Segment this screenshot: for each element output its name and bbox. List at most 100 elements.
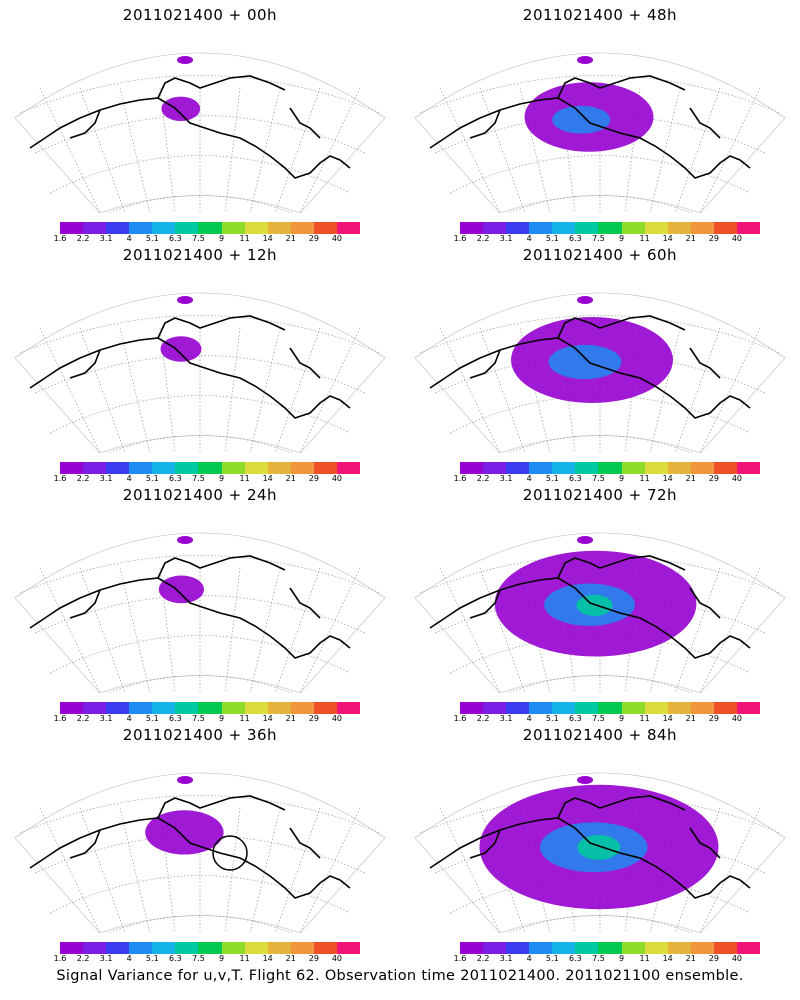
colorbar-swatch <box>483 702 507 714</box>
colorbar-labels: 1.6 2.2 3.1 4 5.1 6.3 7.5 9 11 14 21 29 40 <box>454 474 760 484</box>
colorbar <box>60 462 361 474</box>
colorbar-swatch <box>736 462 761 474</box>
variance-core <box>548 344 622 380</box>
colorbar-swatch <box>313 462 337 474</box>
colorbar-swatch <box>529 942 553 954</box>
colorbar-tick-label: 4 <box>526 714 532 723</box>
map-panel: 2011021400 + 60h 1.6 2.2 3.1 4 5.1 6.3 7.5 9 11 14… <box>400 240 800 483</box>
panel-title: 2011021400 + 24h <box>122 486 278 504</box>
colorbar-swatch <box>313 222 337 234</box>
colorbar-swatch <box>106 942 130 954</box>
coastline <box>29 315 351 419</box>
colorbar-tick-label: 14 <box>662 474 673 483</box>
colorbar-tick-label: 3.1 <box>499 714 513 723</box>
latitude-line <box>449 155 751 194</box>
colorbar-tick-label: 29 <box>308 474 319 483</box>
colorbar-tick-label: 9 <box>618 474 625 483</box>
colorbar-tick-label: 2.2 <box>476 474 490 483</box>
colorbar-tick-label: 11 <box>239 234 250 243</box>
longitude-line <box>39 567 101 693</box>
map-outline <box>414 52 786 213</box>
colorbar-tick-label: 40 <box>731 714 743 723</box>
colorbar-tick-label: 9 <box>218 474 225 483</box>
colorbar-tick-label: 5.1 <box>145 234 159 243</box>
panel-title: 2011021400 + 36h <box>122 726 278 744</box>
polar-map <box>414 52 786 213</box>
colorbar-tick-label: 29 <box>308 714 319 723</box>
colorbar-swatch <box>244 702 268 714</box>
latitude-line <box>449 395 751 434</box>
colorbar-swatch <box>175 942 199 954</box>
colorbar-swatch <box>713 942 737 954</box>
longitude-line <box>699 327 761 453</box>
longitude-line <box>299 327 361 453</box>
colorbar-swatch <box>667 702 691 714</box>
colorbar-swatch <box>198 702 222 714</box>
colorbar-tick-label: 40 <box>331 474 343 483</box>
colorbar-tick-label: 7.5 <box>592 234 605 243</box>
colorbar-tick-label: 6.3 <box>169 474 182 483</box>
latitude-line <box>449 635 751 674</box>
colorbar-tick-label: 11 <box>639 714 650 723</box>
colorbar-swatch <box>460 222 484 234</box>
colorbar-swatch <box>221 702 245 714</box>
colorbar-tick-label: 14 <box>262 954 273 963</box>
longitude-line <box>439 807 501 933</box>
colorbar-swatch <box>60 462 84 474</box>
colorbar-swatch <box>598 462 622 474</box>
colorbar-swatch <box>83 222 107 234</box>
longitude-line <box>79 327 126 453</box>
variance-spot <box>177 776 193 784</box>
colorbar-swatch <box>60 942 84 954</box>
colorbar-swatch <box>552 702 576 714</box>
colorbar-tick-label: 3.1 <box>499 954 513 963</box>
colorbar-tick-label: 21 <box>285 474 296 483</box>
colorbar-tick-label: 3.1 <box>99 234 113 243</box>
colorbar-swatch <box>336 462 361 474</box>
colorbar-tick-label: 2.2 <box>76 234 90 243</box>
latitude-line <box>19 795 381 834</box>
map-outline <box>414 772 786 933</box>
colorbar-tick-label: 40 <box>731 954 743 963</box>
colorbar-tick-label: 21 <box>285 714 296 723</box>
colorbar-swatch <box>106 222 130 234</box>
latitude-line <box>19 555 381 594</box>
colorbar-swatch <box>529 462 553 474</box>
colorbar-tick-label: 11 <box>239 474 250 483</box>
longitude-line <box>39 807 101 933</box>
longitude-line <box>479 327 526 453</box>
colorbar-swatch <box>736 942 761 954</box>
map-outline <box>414 532 786 693</box>
colorbar-swatch <box>690 222 714 234</box>
map-panel: 2011021400 + 00h 1.6 2.2 3.1 4 5.1 6.3 7.5 9 11 14… <box>0 0 400 243</box>
colorbar-tick-label: 21 <box>285 234 296 243</box>
colorbar-swatch <box>267 462 291 474</box>
coastline <box>429 315 751 419</box>
map-panel: 2011021400 + 36h 1.6 2.2 3.1 4 5.1 6.3 7.5 9 11 14… <box>0 720 400 963</box>
variance-spot <box>577 56 593 64</box>
colorbar-swatch <box>290 462 314 474</box>
coastline <box>29 75 351 179</box>
polar-map <box>14 52 386 213</box>
latitude-line <box>49 635 351 674</box>
colorbar-swatch <box>644 942 668 954</box>
colorbar-swatch <box>198 942 222 954</box>
colorbar-swatch <box>290 942 314 954</box>
colorbar-swatch <box>129 942 153 954</box>
colorbar-tick-label: 9 <box>618 954 625 963</box>
longitude-line <box>79 567 126 693</box>
colorbar-tick-label: 5.1 <box>145 474 159 483</box>
colorbar-swatch <box>621 942 645 954</box>
colorbar-tick-label: 11 <box>639 474 650 483</box>
colorbar <box>460 222 761 234</box>
colorbar-tick-label: 2.2 <box>476 714 490 723</box>
colorbar-tick-label: 4 <box>126 234 132 243</box>
colorbar-swatch <box>552 942 576 954</box>
colorbar-swatch <box>175 462 199 474</box>
coastline <box>429 795 751 899</box>
colorbar-swatch <box>506 702 530 714</box>
colorbar-swatch <box>644 702 668 714</box>
longitude-line <box>479 87 526 213</box>
colorbar-tick-label: 3.1 <box>499 474 513 483</box>
colorbar-swatch <box>129 702 153 714</box>
